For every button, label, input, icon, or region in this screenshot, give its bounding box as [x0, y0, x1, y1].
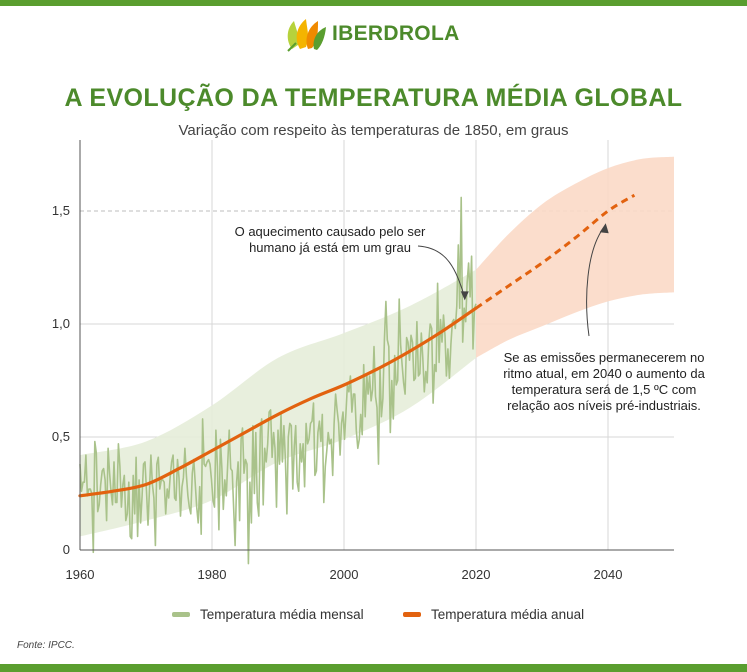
annotation-projection-line-2: temperatura será de 1,5 ºC com: [512, 382, 697, 397]
projection-band: [476, 156, 674, 358]
brand-name: IBERDROLA: [332, 22, 460, 45]
chart-subtitle: Variação com respeito às temperaturas de…: [178, 122, 569, 139]
x-tick-label-1980: 1980: [198, 567, 227, 582]
y-tick-label-0-5: 0,5: [52, 429, 70, 444]
annotation-projection-arrow: [586, 225, 606, 337]
annotation-projection-line-0: Se as emissões permanecerem no: [504, 350, 705, 365]
annotation-projection-arrowhead: [599, 223, 609, 234]
annotation-projection-line-1: ritmo atual, em 2040 o aumento da: [503, 366, 705, 381]
series-lines: [78, 193, 636, 565]
iberdrola-leaf-icon: [287, 19, 326, 52]
legend-swatch-anual: [403, 612, 421, 617]
series-line-projection: [475, 193, 636, 310]
annotation-human-arrow: [417, 245, 466, 298]
annotation-projection-line-3: relação aos níveis pré-industriais.: [507, 398, 701, 413]
legend-swatch-mensal: [172, 612, 190, 617]
top-brand-bar: [0, 0, 747, 6]
tick-labels: 1960 1980 2000 2020 2040 0 0,5 1,0 1,5: [52, 203, 623, 582]
uncertainty-bands: [80, 156, 674, 537]
legend-label-mensal: Temperatura média mensal: [200, 607, 364, 622]
x-tick-label-2020: 2020: [462, 567, 491, 582]
annotation-human-line-1: humano já está em um grau: [249, 240, 411, 255]
y-tick-label-1: 1,0: [52, 316, 70, 331]
source-note: Fonte: IPCC.: [17, 640, 75, 651]
x-tick-label-2000: 2000: [330, 567, 359, 582]
annotation-human-arrowhead: [460, 291, 469, 301]
x-tick-label-1960: 1960: [66, 567, 95, 582]
axes: [79, 140, 674, 551]
temperature-chart: 1960 1980 2000 2020 2040 0 0,5 1,0 1,5 O aquecim…: [52, 140, 706, 582]
bottom-brand-bar: [0, 664, 747, 672]
annotation-human-line-0: O aquecimento causado pelo ser: [235, 224, 426, 239]
chart-title: A EVOLUÇÃO DA TEMPERATURA MÉDIA GLOBAL: [64, 84, 683, 112]
y-tick-label-0: 0: [63, 542, 70, 557]
x-tick-label-2040: 2040: [594, 567, 623, 582]
series-line-anual: [78, 306, 478, 498]
legend-item-anual: Temperatura média anual: [403, 607, 584, 622]
legend-item-mensal: Temperatura média mensal: [172, 607, 364, 622]
y-tick-label-1-5: 1,5: [52, 203, 70, 218]
legend-label-anual: Temperatura média anual: [431, 607, 585, 622]
iberdrola-logo: IBERDROLA: [284, 14, 460, 54]
